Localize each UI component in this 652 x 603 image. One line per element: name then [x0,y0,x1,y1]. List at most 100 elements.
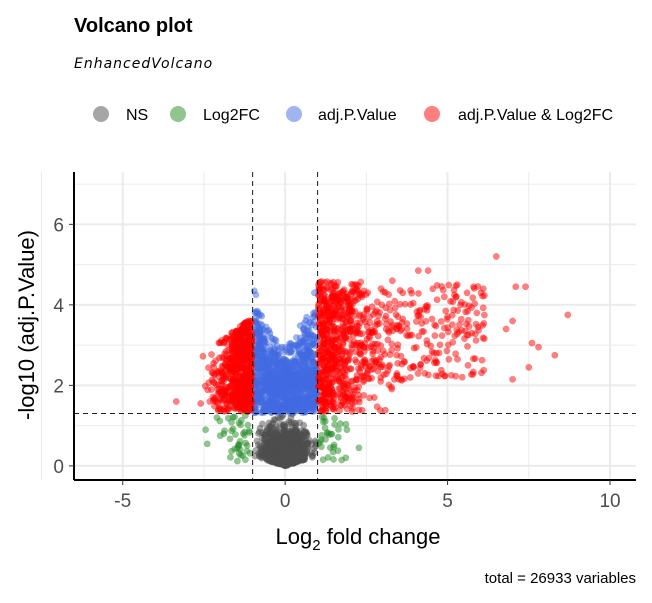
data-point [275,389,282,397]
data-point [394,344,401,352]
data-point [270,432,278,440]
data-point [265,326,273,334]
data-point [264,424,272,432]
data-point [399,289,407,297]
data-point [258,420,266,428]
x-tick-label: -5 [114,491,131,512]
data-point [463,289,471,297]
legend-label: adj.P.Value [318,107,397,124]
data-point [528,339,536,347]
data-point [368,357,376,365]
data-point [338,456,346,464]
data-point [363,369,371,377]
data-point [259,397,267,405]
data-point [428,315,436,323]
data-point [374,332,382,340]
data-point [261,440,268,448]
data-point [261,372,269,380]
data-point [410,344,418,352]
data-point [331,414,338,422]
data-point [298,366,306,373]
data-point [266,452,274,460]
data-point [320,414,328,422]
y-tick-label: 2 [53,376,64,397]
data-point [473,309,481,317]
data-point [451,332,459,340]
data-point [253,437,261,445]
data-point [240,324,248,332]
y-tick-label: 6 [53,215,64,236]
data-point [216,432,224,440]
data-point [341,385,349,392]
data-point [215,381,222,389]
x-axis-title-subscript: 2 [312,537,320,554]
data-point [223,334,231,342]
data-point [287,348,295,356]
data-point [384,336,392,344]
data-point [437,366,445,374]
data-point [335,385,343,392]
data-point [325,390,332,398]
data-point [361,356,369,364]
x-axis-title-rest: fold change [321,524,441,549]
data-point [205,379,213,387]
data-point [271,354,279,362]
data-point [373,403,381,411]
data-point [327,430,335,438]
data-point [437,317,445,325]
data-point [331,421,339,428]
data-point [454,355,461,363]
x-tick-label: 5 [442,491,453,512]
data-point [368,374,376,382]
data-point [372,307,380,314]
data-point [217,406,225,414]
legend-label: adj.P.Value & Log2FC [458,107,613,124]
data-point [358,330,366,337]
data-point [273,407,280,415]
data-point [385,291,392,298]
data-point [445,355,453,363]
data-point [286,386,293,394]
data-point [440,293,448,301]
data-point [386,361,393,369]
data-point [457,315,465,323]
data-point [382,304,389,312]
data-point [492,253,500,260]
data-point [393,351,400,359]
data-point [453,281,461,289]
data-point [221,360,229,368]
data-point [326,356,334,363]
data-point [439,286,447,294]
data-point [452,372,460,380]
data-point [317,436,325,444]
data-point [300,389,308,397]
data-point [470,283,477,291]
data-point [436,341,444,349]
legend-swatch [424,106,440,122]
data-point [281,348,288,356]
data-point [469,294,477,302]
data-point [358,406,366,414]
data-point [223,399,231,407]
data-point [388,277,396,285]
data-point [281,442,289,450]
data-point [403,325,411,332]
data-point [253,392,261,399]
data-point [457,301,464,309]
data-point [326,398,334,406]
data-point [420,328,427,335]
data-point [358,293,366,301]
data-point [564,311,572,319]
data-point [374,340,381,348]
data-point [351,384,359,391]
data-point [231,371,239,379]
data-point [292,403,300,411]
data-point [324,347,332,354]
data-point [229,425,237,433]
data-point [374,367,382,375]
x-tick-label: 10 [599,491,620,512]
data-point [509,317,516,325]
data-point [303,397,311,405]
data-point [335,378,343,385]
data-point [408,331,416,339]
